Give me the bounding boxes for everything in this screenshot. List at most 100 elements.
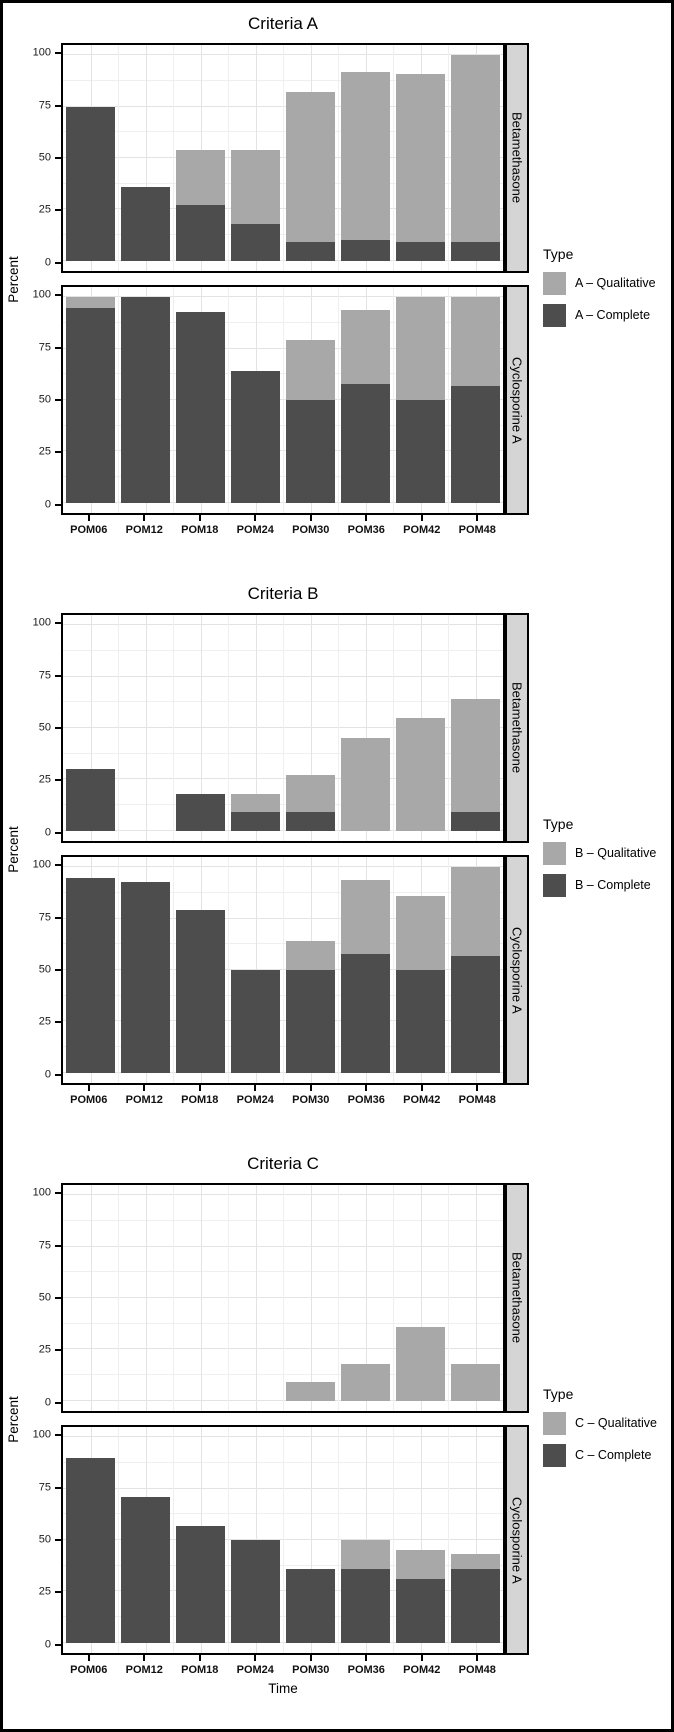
y-tick-mark bbox=[55, 1539, 61, 1541]
legend-swatch-complete bbox=[543, 873, 566, 897]
facet-strip: Cyclosporine A bbox=[505, 855, 529, 1085]
y-tick-mark bbox=[55, 674, 61, 677]
legend-swatch-qualitative bbox=[543, 841, 566, 865]
legend-title: Type bbox=[543, 1385, 574, 1402]
bar-complete bbox=[396, 1579, 445, 1643]
y-tick-label: 50 bbox=[38, 721, 51, 734]
gridline-minor-v bbox=[283, 45, 284, 271]
gridline-minor-v bbox=[118, 45, 119, 271]
y-axis-ticks: 0 25 50 75 100 bbox=[23, 285, 61, 515]
legend-swatch-qualitative bbox=[543, 1411, 566, 1435]
y-axis-ticks: 0 25 50 75 100 bbox=[23, 855, 61, 1085]
gridline-minor-v bbox=[118, 1427, 119, 1653]
legend: Type C – Qualitative C – Complete bbox=[529, 1149, 671, 1703]
gridline-minor-v bbox=[338, 1427, 339, 1653]
y-tick-mark bbox=[55, 1486, 61, 1489]
gridline-major-v bbox=[145, 45, 147, 271]
gridline-minor-v bbox=[393, 857, 394, 1083]
legend-label: A – Complete bbox=[575, 308, 651, 322]
x-tick-label: POM42 bbox=[403, 1094, 441, 1106]
y-tick-mark bbox=[55, 1401, 61, 1404]
panel-cyclosporine-a bbox=[61, 285, 505, 515]
facet-strip: Betamethasone bbox=[505, 613, 529, 843]
bar-complete bbox=[66, 106, 115, 261]
y-tick-mark bbox=[55, 864, 61, 867]
gridline-minor-v bbox=[118, 615, 119, 841]
y-axis-title: Percent bbox=[5, 1395, 21, 1443]
legend-label: B – Complete bbox=[575, 878, 651, 892]
y-tick-label: 75 bbox=[38, 911, 51, 924]
gridline-major-v bbox=[255, 857, 257, 1083]
legend-item: C – Complete bbox=[543, 1443, 671, 1467]
x-tick-mark bbox=[420, 1085, 423, 1091]
x-axis-title: Time bbox=[268, 1681, 298, 1696]
bar-qualitative bbox=[66, 297, 115, 308]
y-tick-label: 75 bbox=[38, 1481, 51, 1494]
y-tick-label: 50 bbox=[38, 393, 51, 406]
legend: Type A – Qualitative A – Complete bbox=[529, 9, 671, 563]
y-tick-label: 100 bbox=[32, 858, 51, 871]
gridline-minor-v bbox=[393, 615, 394, 841]
x-tick-label: POM06 bbox=[70, 1094, 108, 1106]
gridline-minor-v bbox=[448, 615, 449, 841]
y-tick-label: 75 bbox=[38, 1239, 51, 1252]
y-tick-label: 75 bbox=[38, 99, 51, 112]
y-axis-title-wrap: Percent bbox=[3, 43, 23, 515]
facet-strip: Cyclosporine A bbox=[505, 1425, 529, 1655]
y-tick-mark bbox=[55, 1073, 61, 1076]
x-tick-mark bbox=[143, 1655, 146, 1661]
bar-complete bbox=[231, 371, 280, 503]
bar-complete bbox=[231, 223, 280, 261]
bar-complete bbox=[121, 186, 170, 261]
y-tick-label: 25 bbox=[38, 773, 51, 786]
gridline-major-v bbox=[365, 1427, 367, 1653]
x-tick-mark bbox=[476, 1085, 479, 1091]
y-tick-mark bbox=[55, 451, 61, 454]
facet-strip-label: Betamethasone bbox=[509, 1252, 525, 1344]
gridline-major-v bbox=[145, 1185, 147, 1411]
gridline-minor-v bbox=[173, 615, 174, 841]
legend-label: C – Complete bbox=[575, 1448, 652, 1462]
bar-qualitative bbox=[396, 1326, 445, 1401]
y-axis-ticks: 0 25 50 75 100 bbox=[23, 1183, 61, 1413]
y-tick-label: 100 bbox=[32, 1428, 51, 1441]
x-tick-mark bbox=[476, 515, 479, 521]
gridline-major-v bbox=[420, 857, 422, 1083]
y-axis-title-wrap: Percent bbox=[3, 1183, 23, 1655]
x-tick-label: POM24 bbox=[236, 1664, 274, 1676]
gridline-minor-v bbox=[118, 1185, 119, 1411]
panel-betamethasone bbox=[61, 1183, 505, 1413]
y-tick-label: 100 bbox=[32, 1186, 51, 1199]
y-tick-label: 25 bbox=[38, 203, 51, 216]
gridline-major-v bbox=[90, 1185, 92, 1411]
y-tick-mark bbox=[55, 157, 61, 159]
x-tick-mark bbox=[87, 1085, 90, 1091]
bar-qualitative bbox=[176, 149, 225, 206]
x-tick-mark bbox=[365, 1085, 368, 1091]
legend-label: C – Qualitative bbox=[575, 1416, 657, 1430]
x-tick-mark bbox=[309, 1655, 312, 1661]
gridline-major-v bbox=[200, 1185, 202, 1411]
bar-complete bbox=[396, 400, 445, 503]
x-tick-label: POM18 bbox=[181, 1664, 219, 1676]
bar-complete bbox=[286, 970, 335, 1073]
x-tick-mark bbox=[420, 1655, 423, 1661]
gridline-minor-v bbox=[283, 857, 284, 1083]
plot-area: Criteria C Percent 0 25 50 75 100 Betamethas… bbox=[3, 1149, 529, 1703]
bar-complete bbox=[341, 1568, 390, 1643]
y-tick-label: 100 bbox=[32, 616, 51, 629]
y-tick-label: 0 bbox=[44, 826, 51, 839]
x-tick-mark bbox=[309, 515, 312, 521]
y-tick-label: 0 bbox=[44, 1396, 51, 1409]
x-axis-ticks: POM06 POM12 POM18 POM24 POM30 POM36 POM42 POM48 bbox=[61, 515, 505, 541]
bar-complete bbox=[451, 812, 500, 831]
y-tick-mark bbox=[55, 261, 61, 264]
gridline-major-v bbox=[145, 615, 147, 841]
bar-qualitative bbox=[341, 1363, 390, 1401]
gridline-minor-v bbox=[173, 1427, 174, 1653]
bar-complete bbox=[176, 910, 225, 1073]
y-tick-label: 50 bbox=[38, 1533, 51, 1546]
bar-qualitative bbox=[231, 793, 280, 813]
y-tick-mark bbox=[55, 727, 61, 729]
y-tick-mark bbox=[55, 294, 61, 297]
